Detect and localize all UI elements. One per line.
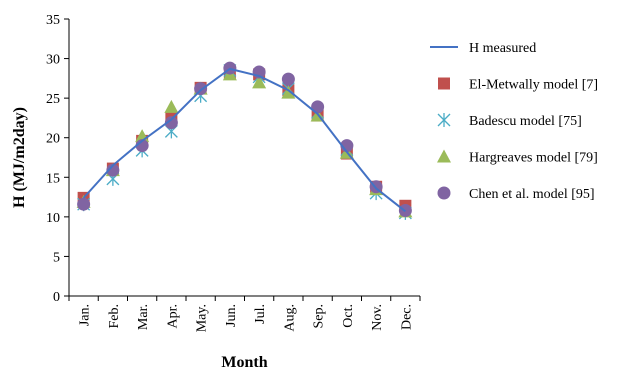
x-tick-label: Sep. [312, 304, 327, 329]
legend-marker-swatch [437, 149, 451, 163]
point-chen-et-al-model-95 [281, 72, 295, 86]
x-tick-label: Dec. [399, 304, 414, 330]
x-tick-label: Jan. [78, 304, 93, 326]
legend-label: Hargreaves model [79] [469, 151, 598, 166]
y-tick-label: 5 [53, 250, 60, 265]
legend-label: El-Metwally model [7] [469, 78, 598, 93]
data-marks [76, 61, 413, 220]
x-tick-label: Apr. [165, 304, 180, 329]
x-tick-label: Jun. [224, 304, 239, 327]
x-axis-title: Month [221, 354, 267, 371]
point-chen-et-al-model-95 [77, 197, 91, 211]
legend-marker-swatch [437, 186, 451, 200]
legend: H measured El-Metwally model [7] Badescu m… [430, 41, 598, 202]
point-chen-et-al-model-95 [164, 116, 178, 130]
axes: 0 5 10 15 20 25 30 35 Jan. Feb. Mar. Apr. May. Jun. Ju… [46, 13, 421, 332]
x-tick-label: Oct. [341, 304, 356, 328]
y-tick-label: 0 [53, 290, 60, 305]
point-hargreaves-model-79 [252, 75, 267, 89]
y-axis-title: H (MJ/m2day) [11, 107, 28, 208]
x-tick-label: Jul. [253, 304, 268, 324]
y-tick-label: 30 [46, 53, 60, 68]
point-chen-et-al-model-95 [194, 82, 208, 96]
y-tick-label: 25 [46, 92, 60, 107]
x-tick-label: Mar. [136, 304, 151, 330]
x-tick-label: Aug. [282, 304, 297, 332]
y-tick-label: 20 [46, 132, 60, 147]
y-tick-label: 35 [46, 13, 60, 28]
legend-label: Badescu model [75] [469, 114, 582, 129]
point-hargreaves-model-79 [164, 99, 179, 113]
point-chen-et-al-model-95 [106, 163, 120, 177]
x-tick-label: May. [195, 304, 210, 332]
y-tick-label: 10 [46, 211, 60, 226]
legend-marker-swatch [438, 77, 450, 90]
x-tick-label: Feb. [107, 304, 122, 329]
series-line-h-measured [82, 67, 406, 213]
x-tick-label: Nov. [370, 304, 385, 331]
legend-marker-swatch [437, 113, 451, 127]
y-tick-label: 15 [46, 171, 60, 186]
point-hargreaves-model-79 [281, 85, 296, 99]
legend-label: Chen et al. model [95] [469, 187, 595, 202]
legend-label: H measured [469, 41, 536, 56]
